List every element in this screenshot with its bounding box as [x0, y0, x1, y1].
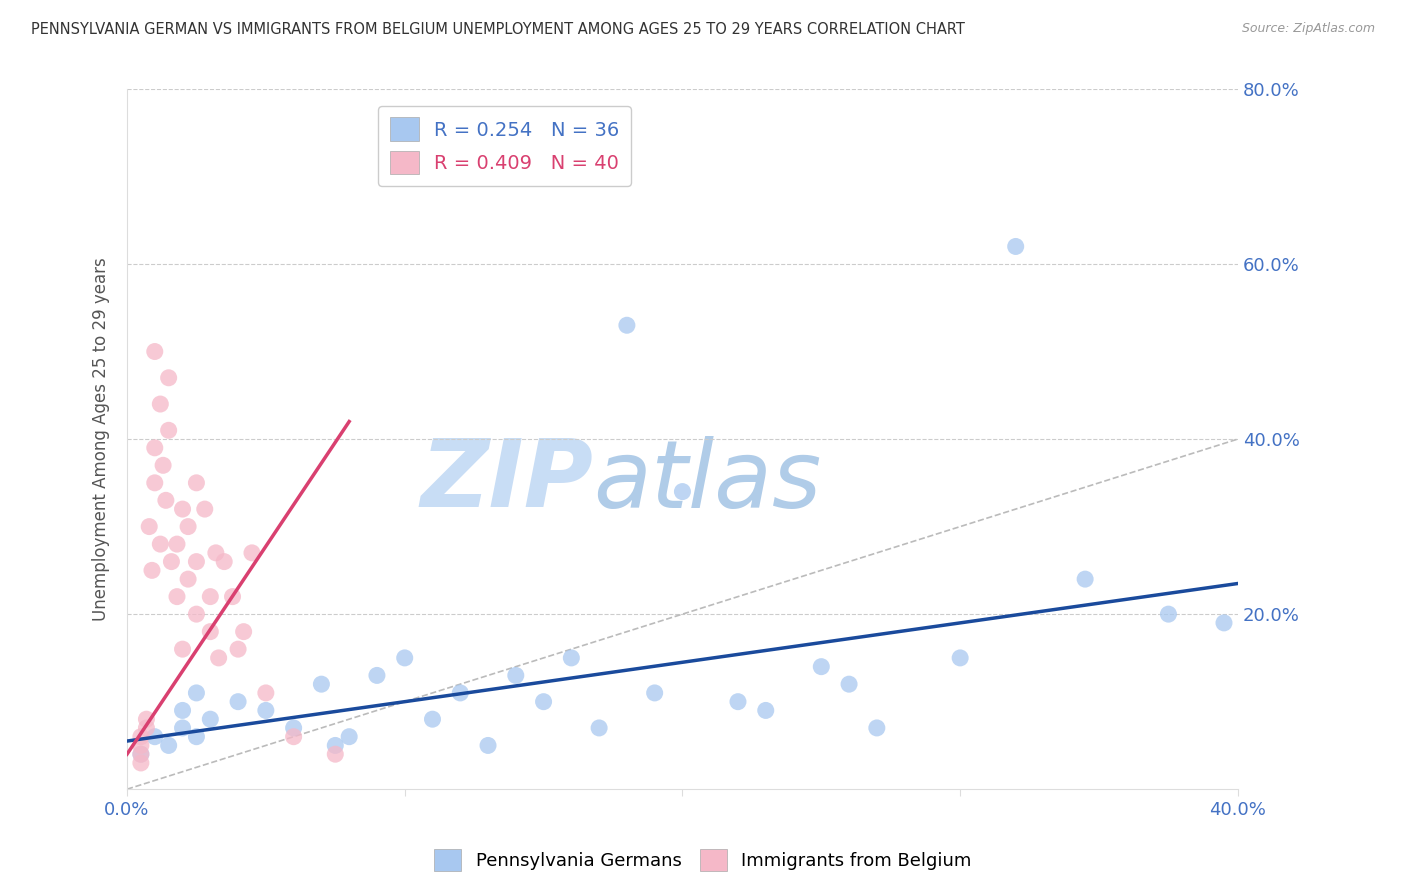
- Point: [149, 537, 172, 551]
- Point: [143, 730, 166, 744]
- Point: [186, 607, 208, 621]
- Point: [205, 546, 228, 560]
- Point: [226, 642, 249, 657]
- Point: [152, 458, 174, 473]
- Y-axis label: Unemployment Among Ages 25 to 29 years: Unemployment Among Ages 25 to 29 years: [93, 257, 110, 621]
- Point: [129, 756, 152, 770]
- Point: [727, 695, 749, 709]
- Point: [323, 739, 346, 753]
- Point: [129, 747, 152, 762]
- Point: [323, 747, 346, 762]
- Point: [394, 651, 416, 665]
- Point: [232, 624, 254, 639]
- Point: [533, 695, 555, 709]
- Point: [337, 730, 360, 744]
- Point: [141, 563, 163, 577]
- Point: [177, 519, 200, 533]
- Text: Source: ZipAtlas.com: Source: ZipAtlas.com: [1241, 22, 1375, 36]
- Point: [172, 642, 194, 657]
- Point: [311, 677, 333, 691]
- Point: [949, 651, 972, 665]
- Point: [200, 590, 222, 604]
- Point: [186, 686, 208, 700]
- Legend: Pennsylvania Germans, Immigrants from Belgium: Pennsylvania Germans, Immigrants from Be…: [427, 842, 979, 879]
- Point: [172, 703, 194, 717]
- Point: [240, 546, 263, 560]
- Point: [135, 721, 157, 735]
- Point: [1213, 615, 1236, 630]
- Point: [143, 475, 166, 490]
- Point: [172, 502, 194, 516]
- Point: [226, 695, 249, 709]
- Point: [160, 555, 183, 569]
- Point: [366, 668, 388, 682]
- Point: [254, 703, 277, 717]
- Point: [283, 730, 305, 744]
- Point: [166, 590, 188, 604]
- Point: [155, 493, 177, 508]
- Point: [186, 475, 208, 490]
- Point: [1157, 607, 1180, 621]
- Point: [177, 572, 200, 586]
- Point: [1074, 572, 1097, 586]
- Point: [129, 747, 152, 762]
- Point: [505, 668, 527, 682]
- Point: [135, 712, 157, 726]
- Point: [644, 686, 666, 700]
- Point: [186, 730, 208, 744]
- Legend: R = 0.254   N = 36, R = 0.409   N = 40: R = 0.254 N = 36, R = 0.409 N = 40: [378, 105, 631, 186]
- Point: [755, 703, 778, 717]
- Point: [616, 318, 638, 333]
- Point: [157, 739, 180, 753]
- Point: [671, 484, 693, 499]
- Point: [157, 371, 180, 385]
- Point: [143, 344, 166, 359]
- Point: [143, 441, 166, 455]
- Point: [129, 739, 152, 753]
- Point: [129, 730, 152, 744]
- Point: [588, 721, 610, 735]
- Point: [449, 686, 471, 700]
- Point: [157, 423, 180, 437]
- Point: [212, 555, 235, 569]
- Point: [200, 712, 222, 726]
- Point: [166, 537, 188, 551]
- Text: ZIP: ZIP: [420, 435, 593, 527]
- Point: [1004, 239, 1026, 253]
- Point: [186, 555, 208, 569]
- Point: [560, 651, 582, 665]
- Text: atlas: atlas: [593, 435, 823, 526]
- Point: [208, 651, 231, 665]
- Point: [138, 519, 160, 533]
- Text: PENNSYLVANIA GERMAN VS IMMIGRANTS FROM BELGIUM UNEMPLOYMENT AMONG AGES 25 TO 29 : PENNSYLVANIA GERMAN VS IMMIGRANTS FROM B…: [31, 22, 965, 37]
- Point: [149, 397, 172, 411]
- Point: [810, 659, 832, 673]
- Point: [422, 712, 444, 726]
- Point: [254, 686, 277, 700]
- Point: [283, 721, 305, 735]
- Point: [477, 739, 499, 753]
- Point: [838, 677, 860, 691]
- Point: [866, 721, 889, 735]
- Point: [221, 590, 243, 604]
- Point: [200, 624, 222, 639]
- Point: [194, 502, 217, 516]
- Point: [172, 721, 194, 735]
